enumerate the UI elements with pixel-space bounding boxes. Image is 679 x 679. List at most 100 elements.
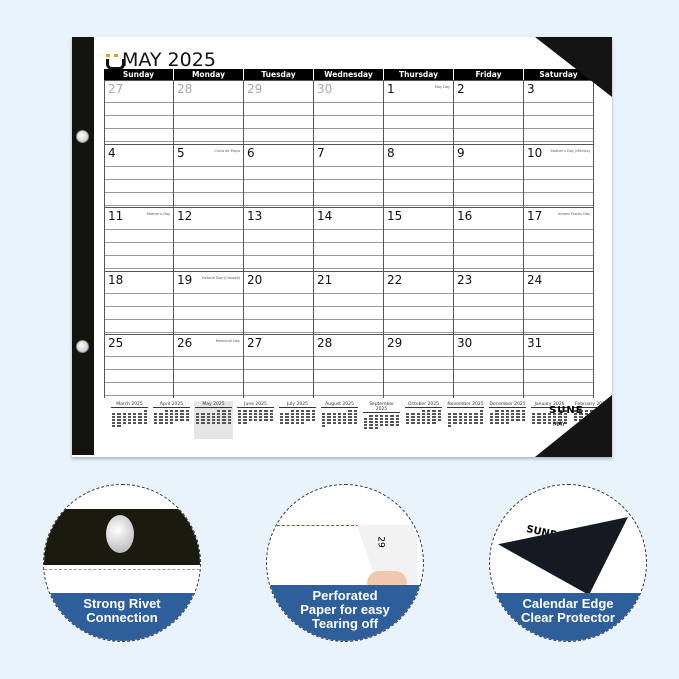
mini-day bbox=[421, 419, 426, 421]
day-cell[interactable]: 20 bbox=[244, 270, 314, 335]
day-cell[interactable]: 26 Memorial Day bbox=[174, 334, 244, 398]
mini-day bbox=[542, 413, 546, 415]
mini-day bbox=[553, 413, 557, 415]
mini-day bbox=[332, 416, 336, 418]
day-number: 29 bbox=[247, 82, 266, 96]
day-number: 13 bbox=[247, 209, 266, 224]
day-cell[interactable]: 25 bbox=[104, 334, 174, 398]
day-cell[interactable]: 24 bbox=[524, 270, 594, 335]
mini-day bbox=[143, 410, 147, 412]
mini-day bbox=[206, 416, 210, 418]
day-cell[interactable]: 27 bbox=[104, 80, 174, 144]
mini-day bbox=[521, 413, 525, 415]
day-cell[interactable]: 9 bbox=[454, 143, 524, 208]
mini-day bbox=[437, 410, 441, 412]
day-cell[interactable]: 30 bbox=[454, 334, 524, 398]
day-cell[interactable]: 14 bbox=[314, 207, 384, 271]
week-row: 11 Mother's Day 12 13 14 15 16 17 Armed Forces D… bbox=[104, 207, 594, 271]
mini-day bbox=[164, 422, 168, 424]
mini-day bbox=[364, 418, 368, 420]
day-cell[interactable]: 28 bbox=[314, 334, 384, 398]
mini-day bbox=[406, 416, 410, 418]
mini-day bbox=[154, 419, 158, 421]
mini-day bbox=[374, 415, 378, 417]
day-cell[interactable]: 1 May Day bbox=[384, 80, 454, 144]
mini-day bbox=[453, 410, 456, 412]
mini-day bbox=[285, 422, 289, 424]
mini-day bbox=[285, 413, 289, 415]
day-cell[interactable]: 3 bbox=[524, 80, 594, 144]
mini-day bbox=[154, 410, 157, 412]
day-cell[interactable]: 19 Victoria Day (Canada) bbox=[174, 270, 244, 335]
day-cell[interactable]: 15 bbox=[384, 207, 454, 271]
day-cell[interactable]: 23 bbox=[454, 270, 524, 335]
day-cell[interactable]: 11 Mother's Day bbox=[104, 207, 174, 271]
day-cell[interactable]: 28 bbox=[174, 80, 244, 144]
mini-day bbox=[343, 410, 346, 412]
day-cell[interactable]: 12 bbox=[174, 207, 244, 271]
holiday-note: Armed Forces Day bbox=[558, 212, 590, 217]
mini-day bbox=[406, 413, 410, 415]
mini-day bbox=[348, 410, 352, 412]
mini-day bbox=[259, 416, 263, 418]
day-number: 14 bbox=[317, 209, 336, 224]
mini-day bbox=[123, 410, 126, 412]
day-cell[interactable]: 30 bbox=[314, 80, 384, 144]
mini-day bbox=[264, 419, 268, 421]
mini-day bbox=[521, 416, 525, 418]
day-cell[interactable]: 7 bbox=[314, 143, 384, 208]
mini-day bbox=[196, 413, 200, 415]
mini-day bbox=[427, 419, 431, 421]
mini-day bbox=[322, 416, 326, 418]
day-cell[interactable]: 5 Cinco de Mayo bbox=[174, 143, 244, 208]
day-cell[interactable]: 31 bbox=[524, 334, 594, 398]
day-cell[interactable]: 29 bbox=[244, 80, 314, 144]
day-cell[interactable]: 10 Mother's Day (Mexico) bbox=[524, 143, 594, 208]
mini-day bbox=[505, 419, 510, 421]
holiday-note: Victoria Day (Canada) bbox=[201, 275, 240, 280]
weekday-wednesday: Wednesday bbox=[314, 69, 384, 80]
mini-day bbox=[348, 419, 352, 421]
mini-month-name: May 2025 bbox=[195, 402, 232, 408]
mini-day bbox=[458, 413, 462, 415]
day-cell[interactable]: 2 bbox=[454, 80, 524, 144]
mini-day bbox=[154, 416, 158, 418]
day-cell[interactable]: 16 bbox=[454, 207, 524, 271]
mini-day bbox=[238, 422, 242, 424]
mini-day bbox=[248, 419, 252, 421]
day-cell[interactable]: 17 Armed Forces Day bbox=[524, 207, 594, 271]
mini-month-name: February 2026 bbox=[573, 402, 610, 408]
day-cell[interactable]: 22 bbox=[384, 270, 454, 335]
mini-day bbox=[290, 413, 294, 415]
mini-day bbox=[180, 410, 184, 412]
mini-day bbox=[133, 422, 137, 424]
day-cell[interactable]: 8 bbox=[384, 143, 454, 208]
mini-calendar: October 2025 bbox=[404, 401, 443, 439]
mini-day bbox=[327, 410, 330, 412]
mini-day bbox=[248, 410, 252, 412]
mini-day bbox=[532, 416, 536, 418]
day-cell[interactable]: 13 bbox=[244, 207, 314, 271]
mini-day bbox=[175, 419, 179, 421]
mini-day bbox=[343, 419, 347, 421]
mini-day bbox=[558, 413, 562, 415]
mini-day bbox=[579, 416, 583, 418]
mini-day bbox=[563, 419, 567, 421]
mini-day bbox=[537, 419, 541, 421]
day-number: 12 bbox=[177, 209, 196, 224]
mini-day bbox=[337, 419, 342, 421]
day-cell[interactable]: 18 bbox=[104, 270, 174, 335]
mini-day bbox=[301, 416, 305, 418]
day-cell[interactable]: 6 bbox=[244, 143, 314, 208]
mini-day bbox=[285, 419, 289, 421]
mini-day bbox=[395, 418, 399, 420]
mini-day bbox=[306, 416, 310, 418]
mini-day bbox=[212, 410, 215, 412]
mini-day bbox=[558, 422, 562, 424]
day-cell[interactable]: 27 bbox=[244, 334, 314, 398]
mini-day bbox=[269, 419, 273, 421]
day-number: 29 bbox=[387, 336, 406, 351]
day-cell[interactable]: 4 bbox=[104, 143, 174, 208]
day-cell[interactable]: 29 bbox=[384, 334, 454, 398]
day-cell[interactable]: 21 bbox=[314, 270, 384, 335]
